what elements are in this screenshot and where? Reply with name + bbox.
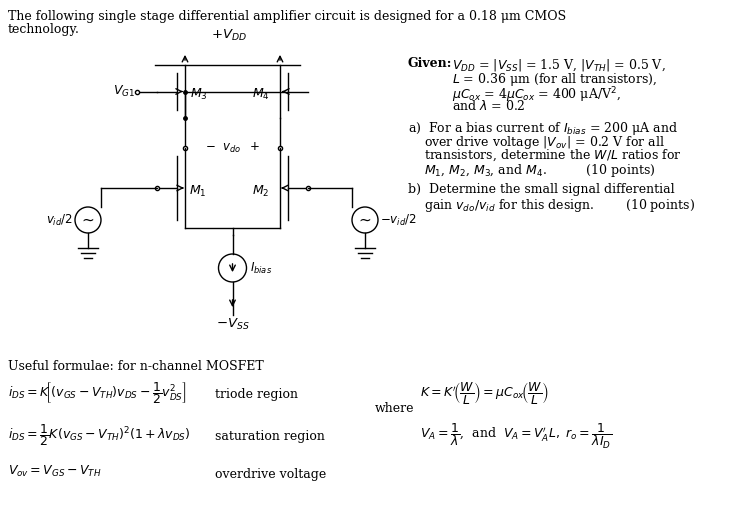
Text: $v_{id}/2$: $v_{id}/2$	[46, 213, 73, 227]
Text: $V_{DD}$ = $|V_{SS}|$ = 1.5 V, $|V_{TH}|$ = 0.5 V,: $V_{DD}$ = $|V_{SS}|$ = 1.5 V, $|V_{TH}|…	[452, 57, 666, 73]
Text: over drive voltage $|V_{ov}|$ = 0.2 V for all: over drive voltage $|V_{ov}|$ = 0.2 V fo…	[424, 134, 665, 151]
Text: $M_1$, $M_2$, $M_3$, and $M_4$.          (10 points): $M_1$, $M_2$, $M_3$, and $M_4$. (10 poin…	[424, 162, 655, 179]
Text: $V_A = \dfrac{1}{\lambda}$,  and  $V_A = V_A^{\prime}L,\ r_o = \dfrac{1}{\lambda: $V_A = \dfrac{1}{\lambda}$, and $V_A = V…	[420, 422, 612, 451]
Text: and $\lambda$ = 0.2: and $\lambda$ = 0.2	[452, 99, 525, 113]
Text: triode region: triode region	[215, 388, 298, 401]
Text: $I_{bias}$: $I_{bias}$	[249, 260, 272, 276]
Text: $-v_{id}/2$: $-v_{id}/2$	[380, 213, 416, 227]
Text: $V_{ov} = V_{GS} - V_{TH}$: $V_{ov} = V_{GS} - V_{TH}$	[8, 464, 102, 479]
Text: $M_3$: $M_3$	[190, 87, 208, 102]
Text: overdrive voltage: overdrive voltage	[215, 468, 326, 481]
Text: where: where	[375, 402, 415, 415]
Text: $K = K^{\prime}\!\left(\dfrac{W}{L}\right) = \mu C_{ox}\!\left(\dfrac{W}{L}\righ: $K = K^{\prime}\!\left(\dfrac{W}{L}\righ…	[420, 380, 549, 406]
Text: b)  Determine the small signal differential: b) Determine the small signal differenti…	[408, 183, 674, 196]
Text: $M_2$: $M_2$	[252, 183, 269, 199]
Text: transistors, determine the $W/L$ ratios for: transistors, determine the $W/L$ ratios …	[424, 148, 682, 163]
Text: $-\ \ v_{do}\ \ +$: $-\ \ v_{do}\ \ +$	[205, 141, 260, 155]
Text: $i_{DS} = \dfrac{1}{2}K(v_{GS}-V_{TH})^{2}(1+\lambda v_{DS})$: $i_{DS} = \dfrac{1}{2}K(v_{GS}-V_{TH})^{…	[8, 422, 191, 448]
Text: Useful formulae: for n-channel MOSFET: Useful formulae: for n-channel MOSFET	[8, 360, 263, 373]
Text: technology.: technology.	[8, 23, 80, 36]
Text: $i_{DS} = K\!\left[(v_{GS}-V_{TH})v_{DS}-\dfrac{1}{2}v_{DS}^{2}\right]$: $i_{DS} = K\!\left[(v_{GS}-V_{TH})v_{DS}…	[8, 380, 187, 406]
Text: $M_1$: $M_1$	[189, 183, 206, 199]
Text: saturation region: saturation region	[215, 430, 325, 443]
Text: $M_4$: $M_4$	[252, 87, 270, 102]
Text: ~: ~	[82, 213, 94, 227]
Text: The following single stage differential amplifier circuit is designed for a 0.18: The following single stage differential …	[8, 10, 566, 23]
Text: $\mu C_{ox}$ = 4$\mu C_{ox}$ = 400 μA/V$^2$,: $\mu C_{ox}$ = 4$\mu C_{ox}$ = 400 μA/V$…	[452, 85, 621, 104]
Text: $L$ = 0.36 μm (for all transistors),: $L$ = 0.36 μm (for all transistors),	[452, 71, 657, 88]
Text: Given:: Given:	[408, 57, 453, 70]
Text: $-V_{SS}$: $-V_{SS}$	[216, 317, 249, 332]
Text: gain $v_{do}/v_{id}$ for this design.        (10 points): gain $v_{do}/v_{id}$ for this design. (1…	[424, 197, 695, 214]
Text: a)  For a bias current of $I_{bias}$ = 200 μA and: a) For a bias current of $I_{bias}$ = 20…	[408, 120, 677, 137]
Text: $+V_{DD}$: $+V_{DD}$	[211, 28, 246, 43]
Text: $V_{G1}$: $V_{G1}$	[113, 84, 135, 99]
Text: ~: ~	[358, 213, 372, 227]
